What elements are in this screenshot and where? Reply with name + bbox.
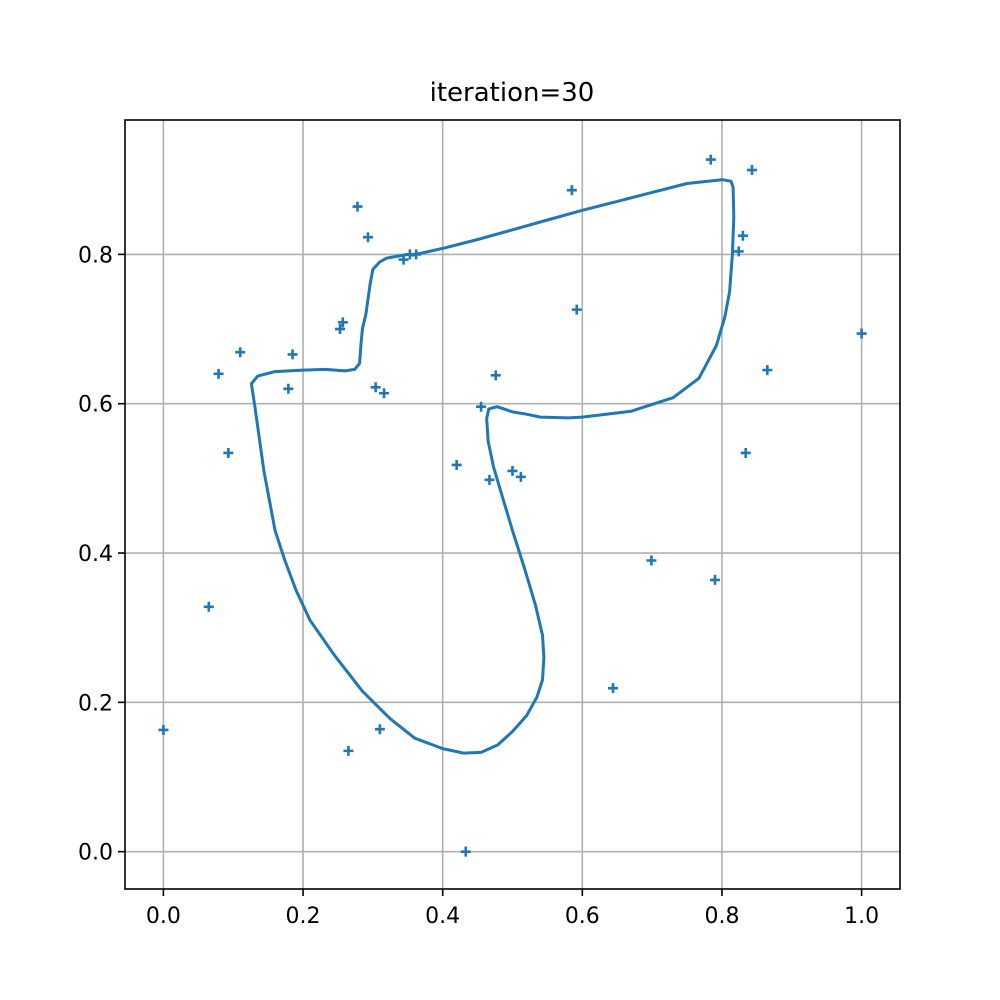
data-point — [213, 368, 224, 379]
data-point — [646, 555, 657, 566]
x-tick-label: 0.6 — [565, 904, 600, 929]
data-point — [451, 459, 462, 470]
data-point — [740, 447, 751, 458]
x-tick-label: 0.4 — [425, 904, 460, 929]
data-point — [158, 724, 169, 735]
data-point — [746, 165, 757, 176]
data-point — [235, 347, 246, 358]
points-layer — [158, 154, 867, 857]
data-point — [515, 471, 526, 482]
y-tick-label: 0.8 — [78, 243, 113, 268]
data-point — [709, 574, 720, 585]
data-point — [362, 232, 373, 243]
x-axis-ticks: 0.0 0.2 0.4 0.6 0.8 1.0 — [146, 889, 879, 929]
chart-title: iteration=30 — [430, 78, 595, 108]
data-point — [343, 745, 354, 756]
data-point — [571, 304, 582, 315]
data-point — [733, 246, 744, 257]
data-point — [335, 324, 346, 335]
data-point — [337, 317, 348, 328]
y-axis-ticks: 0.0 0.2 0.4 0.6 0.8 — [78, 243, 125, 866]
data-point — [460, 846, 471, 857]
data-point — [490, 370, 501, 381]
data-point — [762, 365, 773, 376]
x-tick-label: 0.2 — [286, 904, 321, 929]
y-tick-label: 0.2 — [78, 691, 113, 716]
data-point — [203, 601, 214, 612]
data-point — [374, 724, 385, 735]
data-point — [476, 401, 487, 412]
data-point — [379, 388, 390, 399]
data-point — [370, 382, 381, 393]
data-point — [856, 328, 867, 339]
data-point — [705, 154, 716, 165]
data-point — [566, 185, 577, 196]
x-tick-label: 0.8 — [704, 904, 739, 929]
axes-frame — [124, 119, 901, 890]
curve-layer — [249, 178, 736, 755]
x-tick-label: 0.0 — [146, 904, 181, 929]
data-point — [484, 474, 495, 485]
y-tick-label: 0.4 — [78, 542, 113, 567]
data-point — [352, 201, 363, 212]
data-point — [411, 249, 422, 260]
data-point — [287, 349, 298, 360]
data-point — [283, 383, 294, 394]
data-point — [737, 230, 748, 241]
data-point — [608, 683, 619, 694]
data-point — [398, 254, 409, 265]
curve-line — [249, 178, 736, 755]
data-point — [507, 465, 518, 476]
y-tick-label: 0.6 — [78, 393, 113, 418]
y-tick-label: 0.0 — [78, 841, 113, 866]
data-point — [223, 447, 234, 458]
x-tick-label: 1.0 — [844, 904, 879, 929]
